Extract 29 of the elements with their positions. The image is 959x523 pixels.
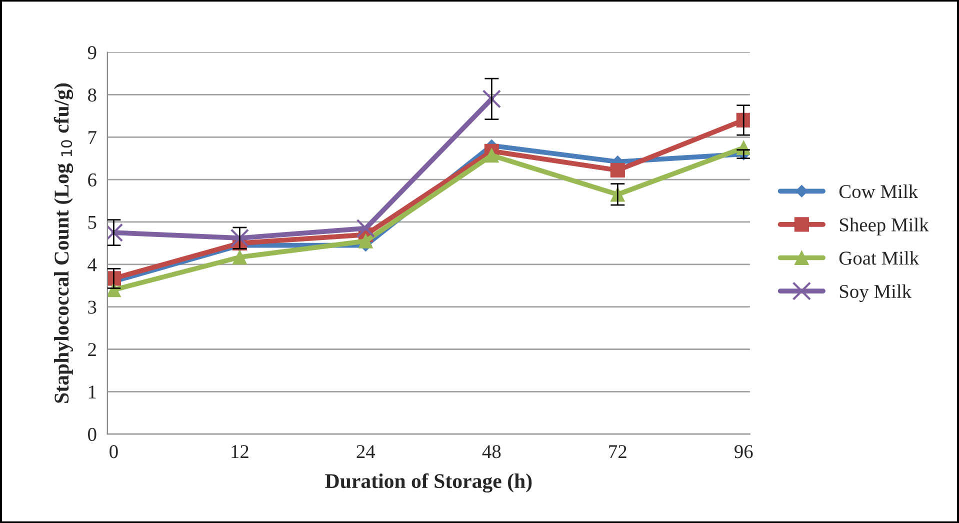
y-tick-label: 6	[88, 173, 96, 186]
point	[356, 218, 376, 238]
y-tick-label: 7	[88, 131, 96, 144]
point	[358, 234, 373, 248]
y-tick-label: 2	[88, 343, 96, 356]
x-axis-title: Duration of Storage (h)	[325, 473, 532, 493]
x-tick-label: 24	[356, 445, 376, 458]
y-tick-label: 0	[88, 428, 96, 442]
point	[610, 162, 625, 178]
y-tick-label: 1	[88, 386, 96, 398]
x-tick-label: 0	[110, 445, 118, 458]
legend-label: Cow Milk	[839, 184, 918, 198]
x-tick-label: 72	[609, 445, 626, 458]
y-tick-label: 3	[88, 300, 96, 314]
x-tick-label: 12	[232, 445, 248, 458]
x-tick-label: 48	[482, 445, 501, 458]
y-axis-title: Staphylococcal Count (Log $_{10}$ cfu/g)	[54, 83, 74, 403]
y-tick-label: 4	[88, 258, 97, 272]
point	[482, 90, 502, 108]
legend-label: Soy Milk	[840, 284, 912, 302]
legend-label: Goat Milk	[839, 251, 920, 265]
point	[484, 148, 499, 163]
point	[232, 250, 247, 264]
point	[107, 282, 121, 298]
legend-label: Sheep Milk	[840, 218, 929, 236]
x-tick-label: 96	[734, 445, 753, 458]
y-tick-label: 5	[88, 216, 96, 229]
y-tick-label: 8	[88, 88, 96, 102]
y-tick-label: 9	[88, 46, 96, 60]
